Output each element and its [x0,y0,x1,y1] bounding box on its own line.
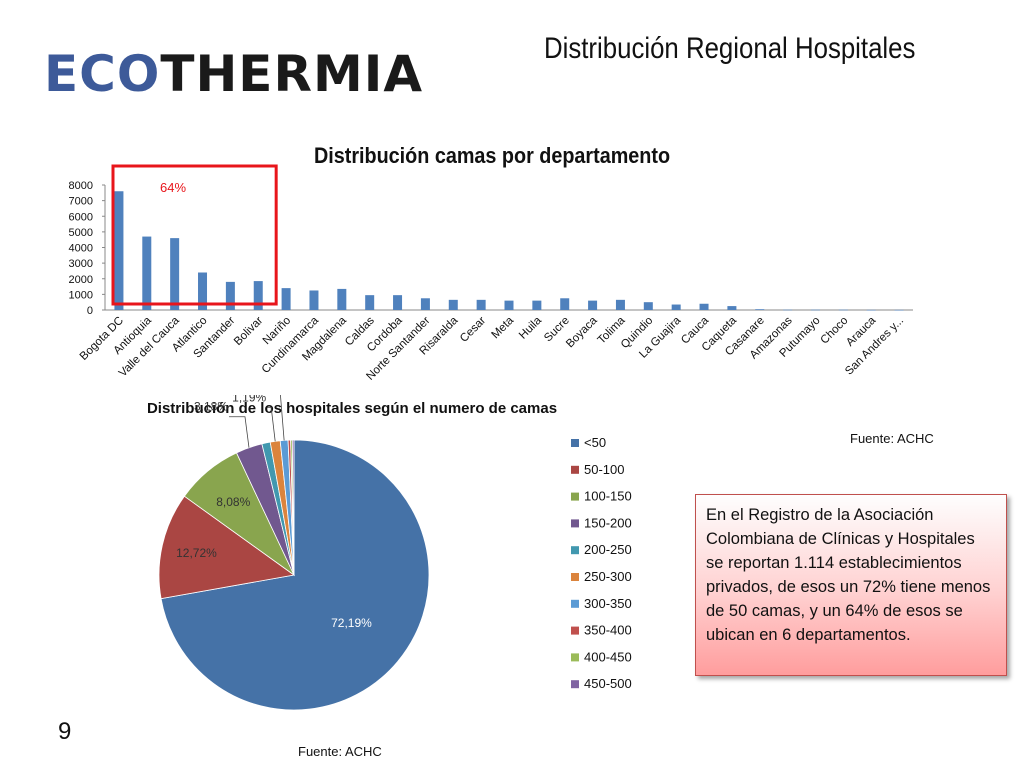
bar [894,309,904,311]
bar [253,281,263,310]
bar [448,299,458,310]
highlight-box [111,164,278,306]
x-tick-label: Bolivar [232,315,265,348]
bar [560,298,570,310]
legend-swatch [571,599,579,608]
legend-label: <50 [584,435,606,450]
source-bottom: Fuente: ACHC [298,744,382,759]
bar [699,303,709,310]
y-tick-label: 4000 [69,243,93,255]
ecothermia-logo: ECOTHERMIA [44,44,423,104]
highlight-annotation: 64% [160,180,186,195]
pie-slices [158,439,430,711]
bar [588,300,598,310]
bar [198,272,208,310]
bar [393,295,403,310]
bar-y-axis: 0 1000 2000 3000 4000 5000 6000 7000 8000 [69,180,913,317]
pie-slice [291,439,295,576]
leader-line [228,416,250,448]
bar [810,309,820,311]
bar [309,290,319,310]
legend-label: 100-150 [584,489,632,504]
legend-label: 400-450 [584,649,632,664]
legend-swatch [571,439,579,447]
legend-swatch [571,492,579,501]
bar [114,191,124,310]
pie-data-label: 8,08% [216,495,250,509]
bar [671,304,681,310]
y-tick-label: 7000 [69,196,93,208]
bar [838,309,848,311]
legend-label: 150-200 [584,515,632,530]
bar [755,309,765,310]
leader-line [267,406,276,442]
legend-swatch [571,465,579,474]
bar [420,298,430,310]
source-top: Fuente: ACHC [850,431,934,446]
x-tick-label: Boyaca [564,314,600,350]
pie-data-label: 1,19% [232,395,266,404]
pie-chart: Distribución de los hospitales según el … [147,395,632,711]
legend-label: 300-350 [584,596,632,611]
legend-label: 350-400 [584,623,632,638]
legend-label: 450-500 [584,676,632,691]
pie-data-labels: 72,19%12,72%8,08%3,18%1,19%0,93% [176,395,372,630]
legend-swatch [571,653,579,662]
legend-label: 200-250 [584,542,632,557]
bar [615,299,625,310]
bar [643,302,653,310]
bar [170,238,180,310]
pie-data-label: 72,19% [331,616,372,630]
x-tick-label: Meta [490,314,517,341]
x-tick-label: Huila [517,314,544,341]
bar [783,309,793,311]
pie-chart-title: Distribución de los hospitales según el … [147,400,557,417]
info-note: En el Registro de la Asociación Colombia… [695,494,1007,676]
bar-chart: Distribución camas por departamento 0 100… [69,144,913,383]
pie-slice [160,439,430,711]
bar-chart-title: Distribución camas por departamento [314,144,670,168]
pie-legend: <50 50-100 100-150 150-200 200-250 250-300 300… [571,435,632,691]
x-tick-label: Cesar [458,315,488,345]
slide-title: Distribución Regional Hospitales [544,32,916,65]
legend-label: 250-300 [584,569,632,584]
bar [142,236,152,310]
y-tick-label: 8000 [69,180,93,192]
legend-label: 50-100 [584,462,624,477]
page-number: 9 [58,718,72,745]
y-tick-label: 5000 [69,227,93,239]
y-tick-label: 1000 [69,289,93,301]
pie-data-label: 12,72% [176,546,217,560]
bar [365,295,375,310]
highlight-group: 64% [111,164,278,306]
logo-eco: ECO [44,45,161,103]
legend-swatch [571,546,579,555]
bar [337,288,347,310]
bar [866,309,876,311]
bar [225,281,235,310]
bar [281,288,291,310]
bar [727,306,737,310]
y-tick-label: 3000 [69,258,93,270]
pie-slice [158,495,296,600]
legend-swatch [571,626,579,635]
y-tick-label: 0 [87,305,93,317]
y-tick-label: 2000 [69,274,93,286]
bar [504,300,514,310]
leader-line [280,395,285,441]
logo-thermia: THERMIA [160,45,424,103]
legend-swatch [571,680,579,689]
bar [476,299,486,310]
legend-swatch [571,519,579,528]
y-tick-label: 6000 [69,211,93,223]
legend-swatch [571,573,579,581]
bar [532,300,542,310]
pie-data-label: 3,18% [194,400,228,414]
bar-series [114,191,904,311]
